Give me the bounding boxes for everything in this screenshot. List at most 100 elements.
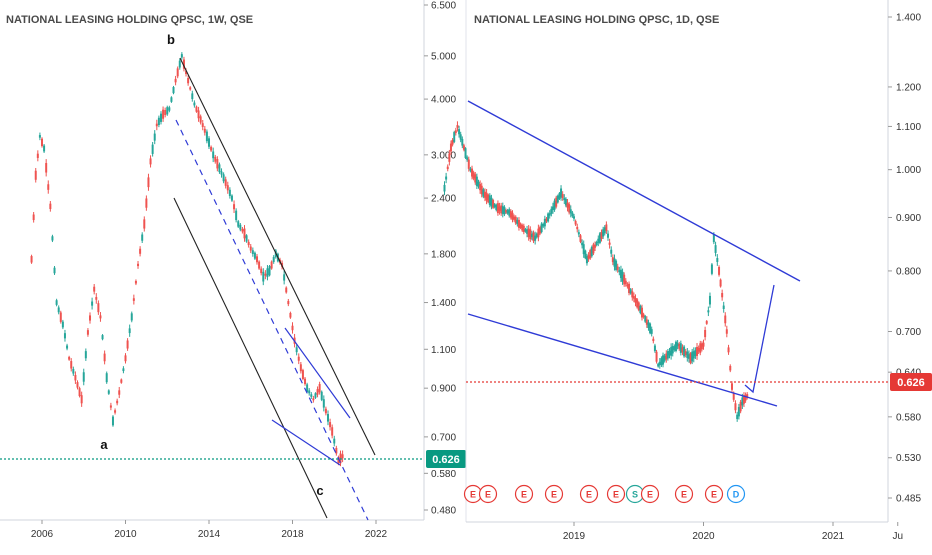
left-candle (195, 107, 197, 112)
right-candle (654, 346, 656, 352)
right-y-tick-label: 0.800 (896, 266, 921, 277)
left-candle (152, 145, 154, 154)
left-candle (210, 147, 212, 151)
right-trendlines (466, 101, 888, 406)
left-candle (95, 297, 97, 300)
event-marker-E: E (581, 486, 598, 503)
left-x-tick-label: 2014 (198, 529, 221, 540)
left-candle (108, 390, 110, 393)
left-candle (289, 313, 291, 318)
right-candle (460, 134, 462, 139)
right-candle (718, 267, 720, 275)
left-candle (60, 312, 62, 321)
right-y-tick-label: 0.485 (896, 494, 921, 505)
left-candle (187, 78, 189, 83)
channel-upper-line (180, 58, 375, 455)
left-candle (246, 235, 248, 241)
right-y-tick-label: 1.000 (896, 165, 921, 176)
left-candle (191, 93, 193, 99)
right-candle (720, 280, 722, 287)
left-candle (137, 264, 139, 266)
left-candle (218, 164, 220, 172)
right-y-tick-label: 0.900 (896, 213, 921, 224)
right-candle (562, 194, 564, 198)
left-candle (319, 384, 321, 392)
left-candle (43, 146, 45, 152)
left-candle (37, 154, 39, 158)
left-candle (193, 103, 195, 106)
weekly-chart-panel[interactable]: 6.5005.0004.0003.0002.4001.8001.4001.100… (0, 0, 466, 540)
event-marker-E: E (516, 486, 533, 503)
left-candle (97, 303, 99, 312)
right-candle (728, 347, 730, 352)
left-candle (74, 375, 76, 381)
left-candle (262, 272, 264, 282)
left-candle (72, 369, 74, 374)
left-wave-labels: abc (100, 32, 323, 498)
left-candle (39, 135, 41, 138)
event-marker-text: D (733, 490, 740, 500)
right-candle (736, 415, 738, 419)
event-marker-text: E (551, 490, 557, 500)
right-candle (594, 245, 596, 248)
wave-label-c: c (316, 483, 323, 498)
left-candle (85, 351, 87, 358)
right-candle (579, 235, 581, 242)
right-price-label: 0.626 (890, 373, 932, 391)
left-trendlines (0, 58, 424, 520)
left-candle (231, 196, 233, 201)
left-candle (260, 269, 262, 273)
event-marker-E: E (546, 486, 563, 503)
left-candle (241, 229, 243, 231)
right-candle (447, 167, 449, 169)
event-marker-E: E (642, 486, 659, 503)
right-candle (729, 366, 731, 370)
right-x-tick-label: 2020 (692, 531, 715, 542)
right-candle (651, 329, 653, 334)
left-candle (317, 389, 319, 395)
left-candle (243, 229, 245, 239)
left-candle (287, 301, 289, 304)
left-y-tick-label: 5.000 (431, 51, 456, 62)
right-candle (444, 185, 446, 192)
right-candle (704, 330, 706, 337)
left-y-tick-label: 6.500 (431, 1, 456, 12)
left-candle (175, 79, 177, 82)
left-candle (112, 417, 114, 426)
right-candle (466, 157, 468, 159)
right-candle (625, 281, 627, 284)
wave-label-b: b (167, 32, 175, 47)
event-marker-text: E (681, 490, 687, 500)
left-candle (223, 174, 225, 181)
daily-chart-panel[interactable]: 1.4001.2001.1001.0000.9000.8000.7000.640… (444, 0, 932, 542)
left-candle (160, 114, 162, 122)
wedge-upper-line (285, 328, 350, 418)
left-candle (81, 395, 83, 403)
left-candle (189, 87, 191, 89)
right-candle (609, 243, 611, 245)
left-y-tick-label: 4.000 (431, 95, 456, 106)
left-candle (266, 268, 268, 277)
left-candle (179, 61, 181, 68)
left-x-tick-label: 2018 (281, 529, 304, 540)
left-candle (298, 357, 300, 361)
left-candle (41, 139, 43, 146)
event-marker-text: E (711, 490, 717, 500)
event-marker-E: E (706, 486, 723, 503)
right-candle (711, 264, 713, 273)
right-candle (715, 245, 717, 253)
left-candle (208, 138, 210, 146)
left-candle (118, 390, 120, 394)
left-y-tick-label: 1.100 (431, 345, 456, 356)
event-marker-text: E (586, 490, 592, 500)
left-candle (102, 335, 104, 339)
left-x-tick-label: 2010 (114, 529, 137, 540)
support-line (468, 314, 777, 406)
left-candle (116, 401, 118, 404)
right-x-tick-label: 2019 (563, 531, 586, 542)
event-marker-text: E (647, 490, 653, 500)
